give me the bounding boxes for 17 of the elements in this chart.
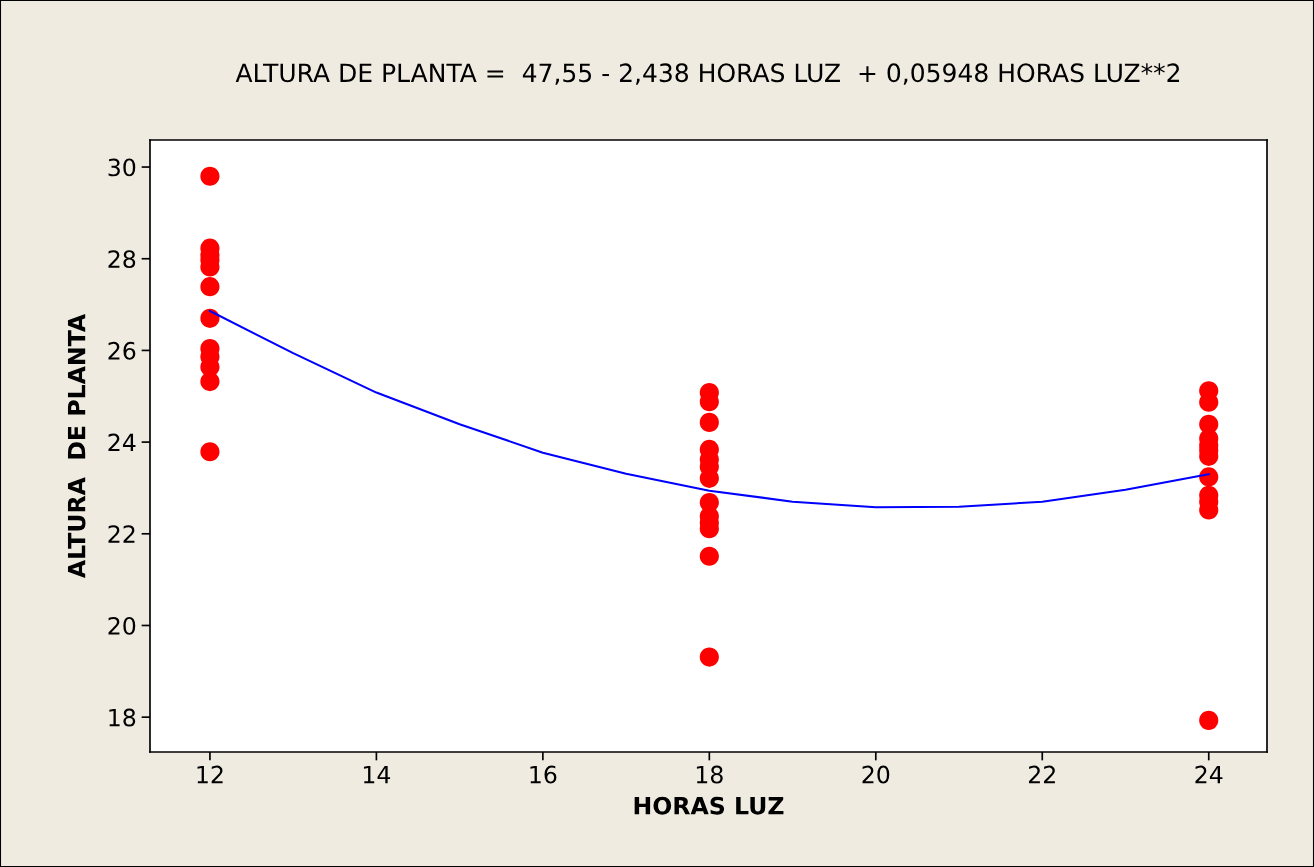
x-tick-label: 22 xyxy=(1028,765,1055,784)
chart-title: ALTURA DE PLANTA = 47,55 - 2,438 HORAS LUZ + 0,05948 HORAS LUZ**2 xyxy=(235,63,1180,85)
x-tick-label: 14 xyxy=(363,765,391,784)
y-tick-label: 20 xyxy=(108,616,136,635)
y-tick-label: 24 xyxy=(108,433,136,452)
y-tick-label: 22 xyxy=(108,525,135,543)
y-tick-label: 18 xyxy=(109,708,136,727)
x-tick-label: 20 xyxy=(862,765,890,784)
x-tick-label: 16 xyxy=(530,765,557,784)
x-tick-label: 12 xyxy=(197,765,223,784)
x-axis-title: HORAS LUZ xyxy=(634,796,784,815)
y-tick-label: 30 xyxy=(108,158,136,177)
y-axis-title: ALTURA DE PLANTA xyxy=(67,313,86,579)
y-tick-label: 26 xyxy=(108,341,136,360)
x-tick-label: 24 xyxy=(1195,765,1223,784)
x-tick-label: 18 xyxy=(696,765,723,784)
y-tick-label: 28 xyxy=(108,250,136,269)
